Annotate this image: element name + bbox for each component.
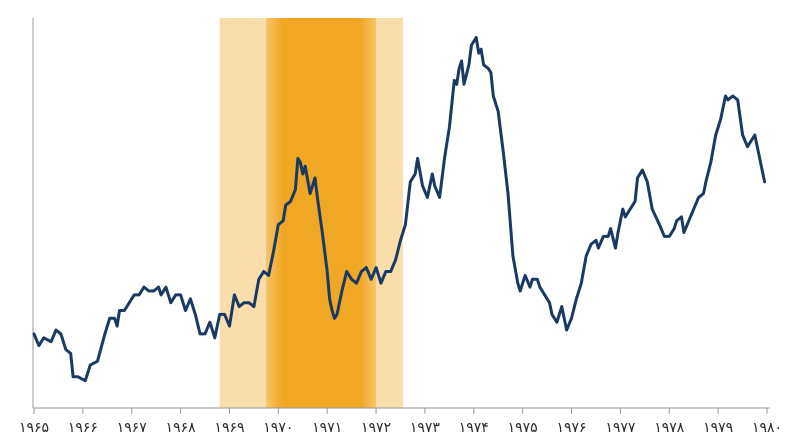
x-tick-label-9: ۱۹۷۴ <box>459 420 489 436</box>
x-tick-label-2: ۱۹۶۷ <box>117 420 148 436</box>
highlight-bands <box>219 18 403 408</box>
x-tick-label-7: ۱۹۷۲ <box>361 420 391 436</box>
x-tick-label-11: ۱۹۷۶ <box>556 420 586 436</box>
x-tick-label-14: ۱۹۷۹ <box>703 420 733 436</box>
x-axis-ticks: ۱۹۶۵ ۱۹۶۶ ۱۹۶۷ ۱۹۶۸ ۱۹۶۹ ۱۹۷۰ ۱۹۷۱ ۱۹۷۲ ۱۹۷۳ ۱۹۷۴… <box>19 408 782 436</box>
x-tick-label-1: ۱۹۶۶ <box>68 420 98 436</box>
x-tick-label-13: ۱۹۷۸ <box>654 420 685 436</box>
x-tick-label-12: ۱۹۷۷ <box>605 420 636 436</box>
x-tick-label-15: ۱۹۸۰ <box>752 420 782 436</box>
x-tick-label-3: ۱۹۶۸ <box>166 420 197 436</box>
series-line-0 <box>32 36 767 383</box>
x-tick-label-5: ۱۹۷۰ <box>263 420 293 436</box>
x-tick-label-8: ۱۹۷۳ <box>410 420 441 436</box>
series-layer <box>32 36 767 383</box>
x-tick-label-4: ۱۹۶۹ <box>214 420 244 436</box>
axes <box>32 18 770 409</box>
x-tick-label-0: ۱۹۶۵ <box>19 420 49 436</box>
x-tick-label-6: ۱۹۷۱ <box>312 420 342 436</box>
x-tick-label-10: ۱۹۷۵ <box>508 420 538 436</box>
